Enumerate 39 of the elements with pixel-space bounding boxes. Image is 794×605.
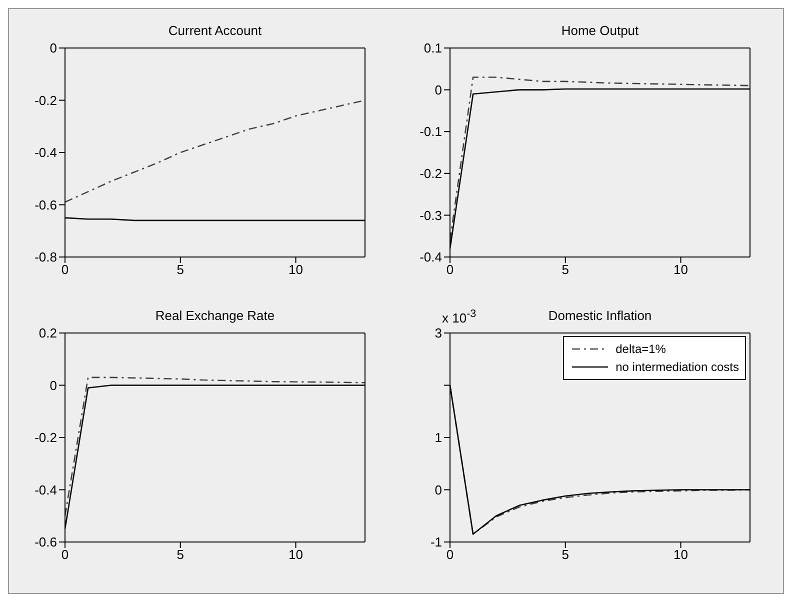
x-tick-label: 0 [61,262,69,278]
y-tick-label: -0.6 [34,197,57,212]
chart-title: Domestic Inflation [548,308,652,323]
legend-label: delta=1% [616,341,666,358]
y-tick-label: -0.4 [420,250,442,265]
y-tick-label: 0 [50,378,57,393]
x-tick-label: 10 [674,262,688,278]
y-tick-label: -0.4 [34,482,57,498]
y-tick-label: 0.2 [38,326,57,341]
x-tick-label: 0 [446,547,454,562]
x-tick-label: 10 [288,547,304,562]
x-tick-label: 0 [61,547,69,562]
y-tick-label: -0.2 [420,166,442,182]
y-tick-label: -0.8 [34,250,57,265]
y-tick-label: 0.1 [424,40,442,56]
x-tick-label: 5 [176,262,184,278]
x-tick-label: 10 [288,262,304,278]
y-tick-label: 0 [50,40,57,56]
x-tick-label: 5 [562,262,569,278]
chart-title: Home Output [560,23,640,38]
legend-label: no intermediation costs [616,359,739,376]
y-tick-label: -1 [430,534,442,550]
y-tick-label: -0.3 [420,208,442,223]
x-tick-label: 10 [674,547,688,562]
chart-title: Current Account [167,23,263,38]
y-tick-label: 0 [434,482,442,498]
y-tick-label: 0 [434,82,442,98]
y-tick-label: 1 [434,430,442,446]
y-tick-label: -0.1 [420,124,442,140]
y-tick-label: 3 [434,326,442,341]
chart-title: Real Exchange Rate [154,308,276,323]
x-tick-label: 0 [446,262,454,278]
y-tick-label: -0.6 [34,534,57,550]
y-tick-label: -0.2 [34,92,57,108]
x-tick-label: 5 [562,547,569,562]
x-tick-label: 5 [176,547,184,562]
y-tick-label: -0.4 [34,145,57,160]
text: x 10$^{-3}$ [442,308,476,326]
y-tick-label: -0.2 [34,430,57,446]
